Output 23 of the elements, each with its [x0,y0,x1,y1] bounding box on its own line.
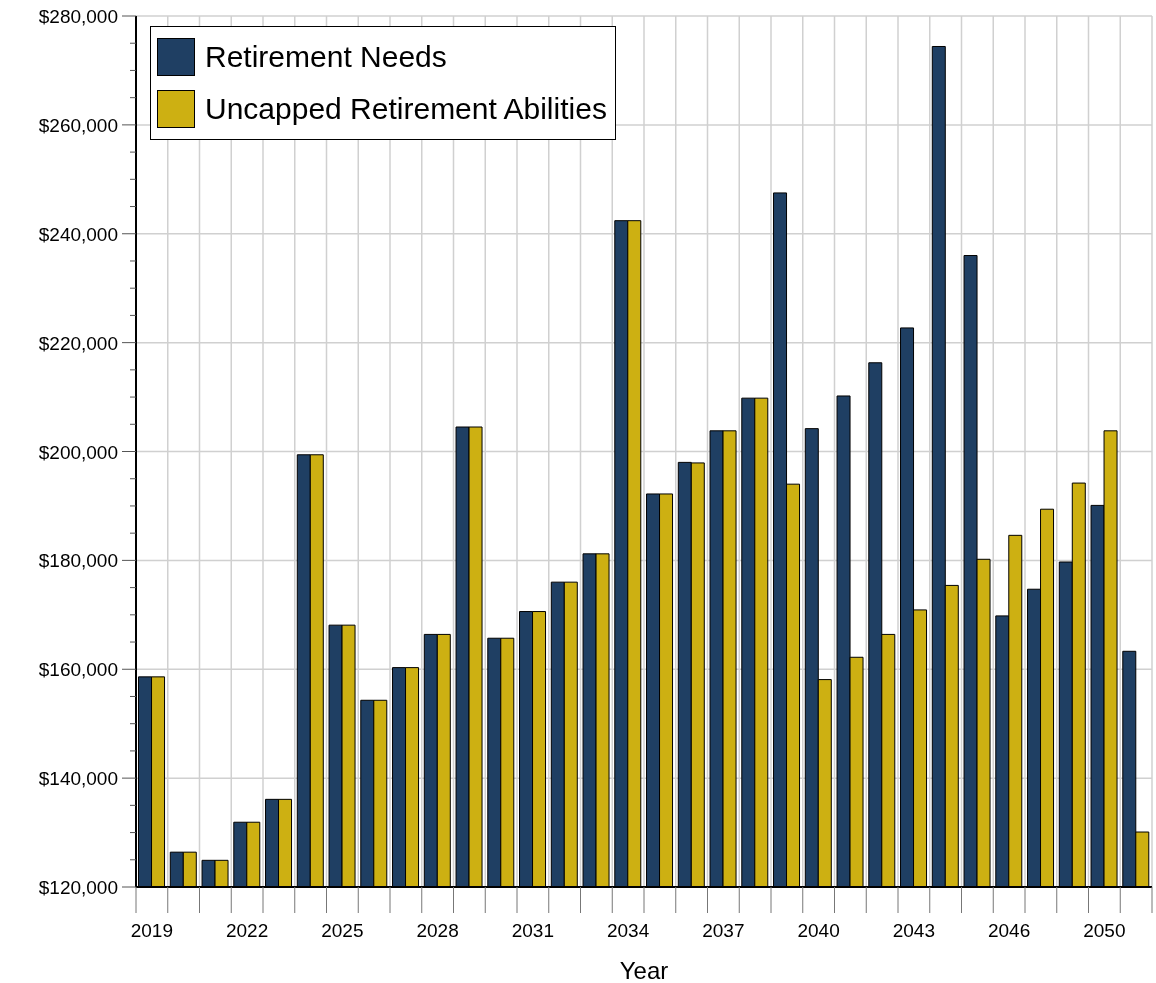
y-tick-label: $240,000 [38,223,118,245]
y-tick-label: $280,000 [38,6,118,27]
y-tick-label: $260,000 [38,114,118,136]
y-tick-label: $200,000 [38,441,118,463]
x-tick-label: 2019 [130,920,174,941]
x-tick-label: 2025 [321,920,364,941]
x-tick-label: 2043 [892,920,936,941]
legend-label: Retirement Needs [205,40,447,74]
y-tick-label: $140,000 [38,768,118,790]
y-tick-label: $220,000 [38,332,118,354]
legend-label: Uncapped Retirement Abilities [205,92,607,126]
x-tick-label: 2037 [702,920,745,941]
y-tick-label: $120,000 [38,877,118,898]
x-tick-label: 2034 [606,920,650,941]
x-tick-label: 2050 [1083,920,1126,941]
x-tick-label: 2031 [511,920,555,941]
x-tick-label: 2028 [416,920,459,941]
x-axis-title: Year [619,957,669,983]
x-tick-label: 2040 [797,920,840,941]
x-tick-label: 2046 [987,920,1031,941]
y-tick-label: $160,000 [38,659,118,681]
x-tick-label: 2022 [225,920,269,941]
y-tick-label: $180,000 [38,550,118,572]
